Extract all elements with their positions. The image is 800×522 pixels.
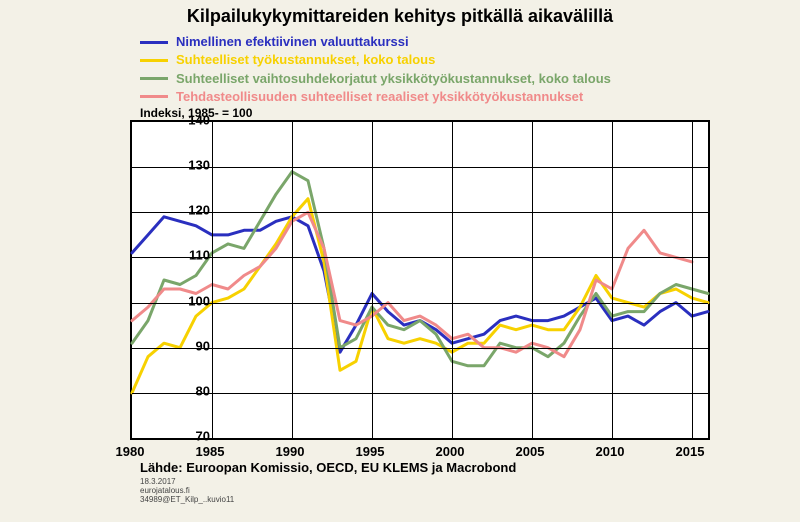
y-tick-label: 70	[170, 429, 210, 444]
x-tick-label: 1985	[196, 444, 225, 459]
gridline-h	[132, 167, 708, 168]
gridline-h	[132, 212, 708, 213]
chart-legend: Nimellinen efektiivinen valuuttakurssi Su…	[140, 34, 611, 107]
x-tick-label: 1980	[116, 444, 145, 459]
legend-item: Suhteelliset työkustannukset, koko talou…	[140, 52, 611, 68]
gridline-v	[532, 122, 533, 438]
legend-label: Suhteelliset vaihtosuhdekorjatut yksikkö…	[176, 71, 611, 87]
gridline-v	[292, 122, 293, 438]
legend-label: Suhteelliset työkustannukset, koko talou…	[176, 52, 435, 68]
series-line	[132, 217, 708, 352]
y-tick-label: 130	[170, 158, 210, 173]
source-label: Lähde: Euroopan Komissio, OECD, EU KLEMS…	[140, 460, 516, 475]
y-tick-label: 90	[170, 338, 210, 353]
x-tick-label: 1995	[356, 444, 385, 459]
x-tick-label: 2010	[596, 444, 625, 459]
x-tick-label: 2000	[436, 444, 465, 459]
legend-item: Suhteelliset vaihtosuhdekorjatut yksikkö…	[140, 71, 611, 87]
gridline-h	[132, 303, 708, 304]
chart-title: Kilpailukykymittareiden kehitys pitkällä…	[0, 6, 800, 27]
legend-label: Tehdasteollisuuden suhteelliset reaalise…	[176, 89, 583, 105]
legend-label: Nimellinen efektiivinen valuuttakurssi	[176, 34, 409, 50]
line-layer	[132, 122, 708, 438]
legend-swatch	[140, 77, 168, 80]
gridline-v	[692, 122, 693, 438]
y-tick-label: 140	[170, 113, 210, 128]
x-tick-label: 1990	[276, 444, 305, 459]
gridline-v	[212, 122, 213, 438]
y-tick-label: 100	[170, 293, 210, 308]
footer-fileid: 34989@ET_Kilp_..kuvio11	[140, 496, 234, 505]
legend-item: Nimellinen efektiivinen valuuttakurssi	[140, 34, 611, 50]
x-tick-label: 2005	[516, 444, 545, 459]
gridline-v	[612, 122, 613, 438]
plot-area	[130, 120, 710, 440]
series-line	[132, 172, 708, 366]
legend-swatch	[140, 41, 168, 44]
x-tick-label: 2015	[676, 444, 705, 459]
chart-container: Kilpailukykymittareiden kehitys pitkällä…	[0, 0, 800, 522]
legend-swatch	[140, 95, 168, 98]
legend-swatch	[140, 59, 168, 62]
series-line	[132, 199, 708, 393]
gridline-v	[452, 122, 453, 438]
y-tick-label: 80	[170, 383, 210, 398]
legend-item: Tehdasteollisuuden suhteelliset reaalise…	[140, 89, 611, 105]
y-tick-label: 110	[170, 248, 210, 263]
y-tick-label: 120	[170, 203, 210, 218]
gridline-v	[372, 122, 373, 438]
gridline-h	[132, 393, 708, 394]
gridline-h	[132, 257, 708, 258]
gridline-h	[132, 348, 708, 349]
